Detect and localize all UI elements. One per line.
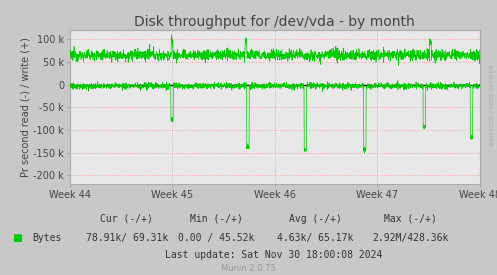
Text: 4.63k/ 65.17k: 4.63k/ 65.17k	[277, 233, 354, 243]
Y-axis label: Pr second read (-) / write (+): Pr second read (-) / write (+)	[20, 37, 30, 177]
Text: 0.00 / 45.52k: 0.00 / 45.52k	[178, 233, 254, 243]
Text: 2.92M/428.36k: 2.92M/428.36k	[372, 233, 448, 243]
Text: 78.91k/ 69.31k: 78.91k/ 69.31k	[85, 233, 168, 243]
Text: Bytes: Bytes	[32, 233, 62, 243]
Text: Avg (-/+): Avg (-/+)	[289, 214, 342, 224]
Text: Cur (-/+): Cur (-/+)	[100, 214, 153, 224]
Text: Max (-/+): Max (-/+)	[384, 214, 436, 224]
Text: ■: ■	[12, 233, 22, 243]
Text: Last update: Sat Nov 30 18:00:08 2024: Last update: Sat Nov 30 18:00:08 2024	[165, 250, 382, 260]
Text: Min (-/+): Min (-/+)	[190, 214, 243, 224]
Text: RRDTOOL / TOBI OETIKER: RRDTOOL / TOBI OETIKER	[490, 64, 495, 145]
Title: Disk throughput for /dev/vda - by month: Disk throughput for /dev/vda - by month	[134, 15, 415, 29]
Text: Munin 2.0.75: Munin 2.0.75	[221, 265, 276, 273]
